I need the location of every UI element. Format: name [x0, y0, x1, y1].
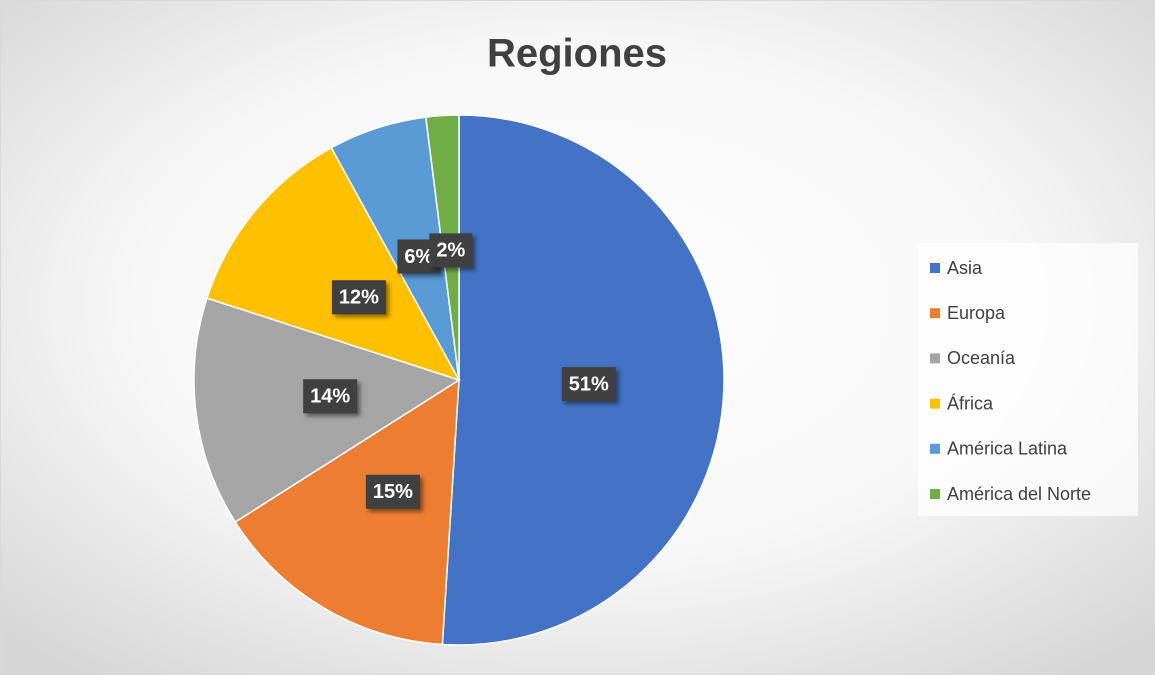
- data-label: 51%: [569, 373, 609, 395]
- legend-swatch: [930, 308, 940, 319]
- legend-label: Europa: [947, 303, 1006, 323]
- data-label-box: [303, 379, 358, 414]
- data-label-box: [331, 280, 386, 315]
- data-label: 12%: [339, 287, 379, 309]
- pie-slice: [234, 378, 460, 646]
- chart-title: Regiones: [487, 32, 667, 76]
- legend-label: Asia: [947, 258, 983, 278]
- legend-label: África: [947, 393, 994, 413]
- legend-swatch: [930, 263, 940, 273]
- legend-label: Oceanía: [947, 348, 1016, 368]
- data-label-box: [365, 474, 420, 509]
- legend-swatch: [930, 398, 940, 409]
- data-label: 6%: [404, 246, 433, 268]
- data-label-box: [429, 233, 473, 268]
- data-label: 2%: [436, 240, 465, 262]
- data-label-box: [561, 367, 616, 402]
- legend-swatch: [930, 489, 940, 499]
- legend-swatch: [930, 443, 940, 454]
- legend-label: América Latina: [947, 439, 1068, 459]
- data-label: 14%: [310, 386, 350, 408]
- data-label: 15%: [373, 481, 413, 503]
- legend-swatch: [930, 353, 940, 364]
- pie-slice: [206, 146, 461, 382]
- legend-label: América del Norte: [947, 484, 1091, 504]
- legend-box: [918, 243, 1138, 516]
